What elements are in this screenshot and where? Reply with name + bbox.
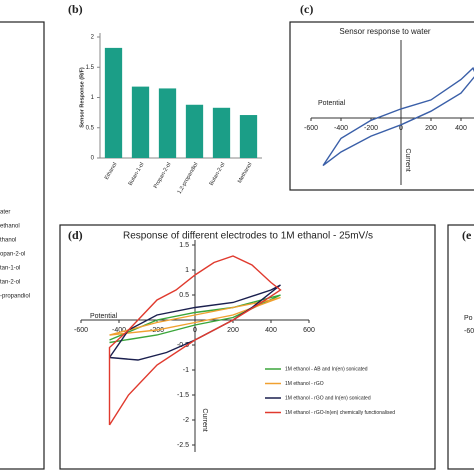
- legend-label: opan-2-ol: [0, 252, 25, 258]
- bar: [185, 104, 204, 158]
- legend-label: thanol: [0, 238, 16, 244]
- bar: [104, 47, 123, 158]
- x-tick-label: -400: [334, 125, 348, 132]
- legend-label: 1M ethanol - AB and In(en) sonicated: [285, 366, 368, 372]
- curve: [322, 66, 474, 167]
- x-axis-label: Potential: [318, 100, 346, 107]
- y-tick-label: -2.5: [177, 442, 189, 449]
- curve: [109, 296, 281, 336]
- y-tick-label: 1.5: [179, 242, 189, 249]
- x-tick-label: 400: [455, 125, 467, 132]
- x-tick-label: 0: [399, 125, 403, 132]
- axis-label: Po: [464, 315, 473, 322]
- curve: [108, 284, 281, 361]
- y-tick-label: -2: [183, 417, 189, 424]
- x-tick-label: -200: [364, 125, 378, 132]
- y-axis-label: Current: [201, 408, 208, 431]
- legend-label: tan-2-ol: [0, 280, 20, 286]
- x-tick-label: 400: [265, 327, 277, 334]
- x-tick-label: -600: [304, 125, 318, 132]
- x-axis-label: Potential: [90, 313, 118, 320]
- chart-title: Sensor response to water: [339, 27, 430, 36]
- x-tick-label: Butan-1-ol: [128, 162, 146, 187]
- legend-label: ater: [0, 210, 10, 216]
- x-tick-label: 200: [425, 125, 437, 132]
- y-tick-label: 1: [91, 95, 95, 101]
- y-tick-label: 0.5: [86, 125, 95, 131]
- y-axis-label: Current: [404, 148, 411, 171]
- panel-label: (b): [68, 2, 83, 16]
- y-tick-label: 1.5: [86, 65, 95, 71]
- legend-label: 1M ethanol - rGO and In(en) sonicated: [285, 395, 371, 401]
- y-tick-label: 0.5: [179, 292, 189, 299]
- x-tick-label: Methanol: [237, 162, 254, 185]
- y-tick-label: 1: [185, 267, 189, 274]
- bar: [239, 115, 258, 158]
- bar: [212, 107, 231, 158]
- legend-label: ethanol: [0, 224, 20, 230]
- y-tick-label: -1.5: [177, 392, 189, 399]
- x-tick-label: 1,2-propandiol: [177, 162, 200, 195]
- curve: [108, 255, 282, 426]
- bar: [131, 86, 150, 158]
- panel-a-frame: [0, 21, 45, 470]
- curve: [109, 294, 281, 344]
- chart-title: Response of different electrodes to 1M e…: [123, 231, 373, 242]
- tick-label: -60: [464, 328, 474, 335]
- y-tick-label: 0: [91, 156, 95, 162]
- x-tick-label: 0: [193, 327, 197, 334]
- panel-d-frame: [59, 224, 436, 470]
- panel-label: (d): [68, 228, 83, 242]
- legend-label: tan-1-ol: [0, 266, 20, 272]
- bar: [158, 88, 177, 158]
- x-tick-label: Propan-2-ol: [153, 162, 173, 190]
- panel-c-frame: [289, 21, 474, 191]
- y-tick-label: -1: [183, 367, 189, 374]
- x-tick-label: Butan-2-ol: [209, 162, 227, 187]
- x-tick-label: 600: [303, 327, 315, 334]
- legend-label: 1M ethanol - rGO: [285, 381, 324, 387]
- legend-label: -propandiol: [0, 294, 30, 300]
- panel-label: (e: [462, 228, 472, 242]
- panel-label: (c): [300, 2, 313, 16]
- x-tick-label: Ethanol: [104, 162, 119, 181]
- x-tick-label: 200: [227, 327, 239, 334]
- x-tick-label: -400: [112, 327, 126, 334]
- y-tick-label: 2: [91, 35, 95, 41]
- y-axis-label: Sensor Response (R/F): [79, 67, 85, 128]
- x-tick-label: -600: [74, 327, 88, 334]
- legend-label: 1M ethanol - rGO-In(en) chemically funct…: [285, 410, 395, 416]
- panel-e-frame: [447, 224, 474, 470]
